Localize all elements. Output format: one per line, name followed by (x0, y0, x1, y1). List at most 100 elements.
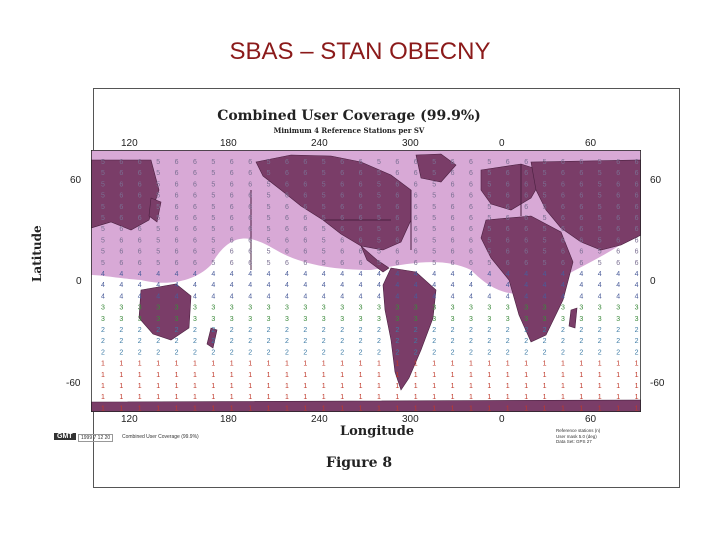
station-count-label: 1 (377, 405, 381, 412)
station-count-label: 6 (616, 226, 620, 233)
station-count-label: 4 (267, 282, 271, 289)
station-count-label: 6 (635, 170, 639, 177)
station-count-label: 6 (138, 204, 142, 211)
station-count-label: 5 (432, 181, 436, 188)
station-count-label: 2 (267, 327, 271, 334)
station-count-label: 4 (138, 282, 142, 289)
station-count-label: 6 (119, 204, 123, 211)
station-count-label: 1 (248, 372, 252, 379)
station-count-label: 1 (101, 361, 105, 368)
station-count-label: 3 (635, 316, 639, 323)
station-count-label: 1 (267, 405, 271, 412)
station-count-label: 6 (395, 260, 399, 267)
station-count-label: 5 (487, 159, 491, 166)
station-count-label: 1 (561, 372, 565, 379)
station-count-label: 1 (101, 372, 105, 379)
station-count-label: 5 (101, 193, 105, 200)
station-count-label: 5 (377, 215, 381, 222)
station-count-label: 5 (377, 260, 381, 267)
station-count-label: 4 (414, 282, 418, 289)
station-count-label: 6 (414, 181, 418, 188)
station-count-label: 2 (506, 338, 510, 345)
station-count-label: 5 (211, 249, 215, 256)
station-count-label: 2 (248, 327, 252, 334)
station-count-label: 3 (175, 316, 179, 323)
station-count-label: 5 (487, 237, 491, 244)
station-count-label: 1 (469, 361, 473, 368)
station-count-label: 5 (487, 170, 491, 177)
station-count-label: 1 (119, 405, 123, 412)
station-count-label: 3 (119, 316, 123, 323)
station-count-label: 5 (598, 226, 602, 233)
station-count-label: 5 (598, 181, 602, 188)
station-count-label: 6 (451, 260, 455, 267)
station-count-label: 2 (175, 349, 179, 356)
station-count-label: 5 (156, 226, 160, 233)
station-count-label: 5 (598, 170, 602, 177)
gmt-timestamp: 1999 7 12 20 (78, 434, 114, 442)
station-count-label: 2 (451, 338, 455, 345)
station-count-label: 1 (359, 361, 363, 368)
station-count-label: 6 (616, 181, 620, 188)
station-count-label: 1 (377, 372, 381, 379)
station-count-label: 1 (635, 394, 639, 401)
station-count-label: 1 (175, 361, 179, 368)
station-count-label: 6 (414, 170, 418, 177)
station-count-label: 6 (230, 181, 234, 188)
station-count-label: 3 (285, 305, 289, 312)
station-count-label: 3 (138, 305, 142, 312)
station-count-label: 4 (285, 282, 289, 289)
station-count-label: 3 (156, 316, 160, 323)
station-count-label: 1 (359, 394, 363, 401)
station-count-label: 6 (285, 159, 289, 166)
station-count-label: 2 (101, 327, 105, 334)
station-count-label: 3 (561, 316, 565, 323)
station-count-label: 1 (267, 372, 271, 379)
station-count-label: 6 (524, 237, 528, 244)
station-count-label: 5 (598, 215, 602, 222)
station-count-label: 1 (616, 372, 620, 379)
station-count-label: 5 (487, 226, 491, 233)
station-count-label: 2 (267, 349, 271, 356)
station-count-label: 1 (506, 383, 510, 390)
station-count-label: 1 (561, 405, 565, 412)
station-count-label: 6 (359, 260, 363, 267)
station-count-label: 3 (414, 305, 418, 312)
station-count-label: 4 (101, 282, 105, 289)
bottom-tick-lon: 120 (121, 414, 138, 425)
station-count-label: 6 (193, 249, 197, 256)
station-count-label: 6 (230, 159, 234, 166)
station-count-label: 1 (469, 383, 473, 390)
station-count-label: 4 (561, 271, 565, 278)
station-count-label: 6 (506, 193, 510, 200)
station-count-label: 5 (267, 215, 271, 222)
station-count-label: 2 (543, 327, 547, 334)
station-count-label: 4 (543, 282, 547, 289)
station-count-label: 6 (248, 204, 252, 211)
station-count-label: 2 (506, 349, 510, 356)
station-count-label: 3 (230, 316, 234, 323)
station-count-label: 4 (359, 282, 363, 289)
station-count-label: 6 (414, 260, 418, 267)
station-count-label: 1 (101, 394, 105, 401)
figure-caption: Figure 8 (326, 455, 393, 471)
station-count-label: 2 (285, 327, 289, 334)
station-count-label: 5 (211, 170, 215, 177)
station-count-label: 6 (561, 249, 565, 256)
station-count-label: 4 (635, 282, 639, 289)
station-count-label: 2 (414, 338, 418, 345)
station-count-label: 4 (506, 271, 510, 278)
station-count-label: 1 (598, 394, 602, 401)
station-count-label: 4 (193, 293, 197, 300)
station-count-label: 2 (616, 349, 620, 356)
station-count-label: 1 (267, 361, 271, 368)
station-count-label: 4 (322, 282, 326, 289)
station-count-label: 1 (579, 361, 583, 368)
station-count-label: 1 (377, 361, 381, 368)
station-count-label: 3 (432, 305, 436, 312)
station-count-label: 1 (579, 405, 583, 412)
station-count-label: 2 (598, 327, 602, 334)
station-count-label: 3 (230, 305, 234, 312)
station-count-label: 2 (138, 327, 142, 334)
station-count-label: 6 (579, 237, 583, 244)
